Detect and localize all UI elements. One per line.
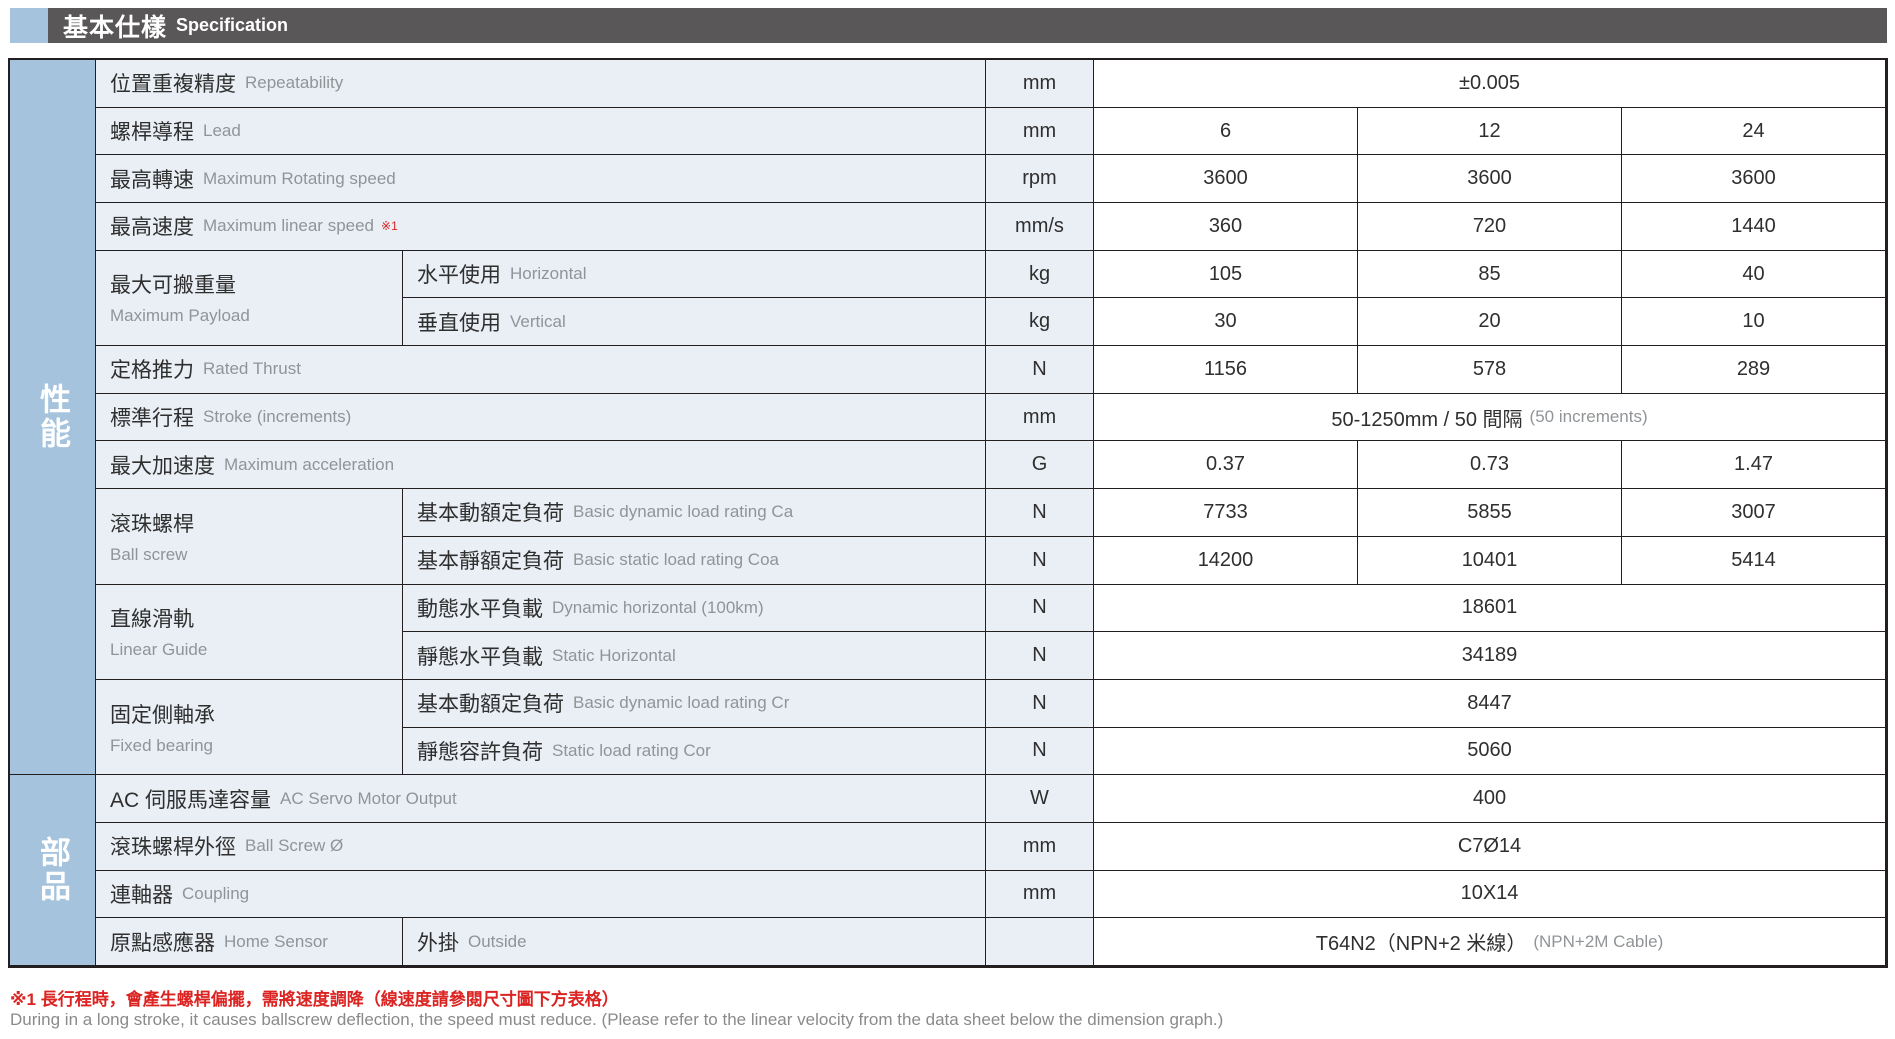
row-linear-speed-label: 最高速度 Maximum linear speed ※1	[96, 203, 986, 251]
row-lead-value-1: 6	[1094, 107, 1358, 156]
row-repeatability-unit: mm	[986, 60, 1094, 108]
row-payload-vertical-label: 垂直使用 Vertical	[403, 298, 986, 347]
row-ball-screw-static-value-1: 14200	[1094, 536, 1358, 585]
row-linear-guide-dynamic-value: 18601	[1094, 584, 1886, 633]
row-payload-horizontal-value-1: 105	[1094, 250, 1358, 299]
row-ball-screw-static-label: 基本靜額定負荷 Basic static load rating Coa	[403, 536, 986, 585]
row-payload-vertical-value-3: 10	[1622, 298, 1886, 347]
row-rotating-speed-value-2: 3600	[1358, 155, 1622, 204]
row-lead-label: 螺桿導程 Lead	[96, 107, 986, 156]
row-servo-output-unit: W	[986, 775, 1094, 823]
row-home-sensor-unit	[986, 918, 1094, 966]
row-fixed-bearing-static-unit: N	[986, 727, 1094, 776]
page-title-zh: 基本仕樣	[63, 13, 168, 42]
row-home-sensor-label: 原點感應器 Home Sensor	[96, 918, 403, 966]
row-payload-horizontal-value-3: 40	[1622, 250, 1886, 299]
row-stroke-unit: mm	[986, 393, 1094, 442]
accent-square	[10, 8, 48, 43]
row-thrust-value-1: 1156	[1094, 346, 1358, 394]
row-linear-speed-value-2: 720	[1358, 203, 1622, 251]
row-screw-diameter-label: 滾珠螺桿外徑 Ball Screw Ø	[96, 822, 986, 871]
row-acceleration-label: 最大加速度 Maximum acceleration	[96, 441, 986, 490]
row-payload-horizontal-value-2: 85	[1358, 250, 1622, 299]
section-header: 基本仕樣 Specification	[10, 8, 1887, 43]
row-lead-unit: mm	[986, 107, 1094, 156]
row-linear-speed-value-1: 360	[1094, 203, 1358, 251]
row-lead-value-2: 12	[1358, 107, 1622, 156]
row-servo-output-value: 400	[1094, 775, 1886, 823]
page-title-en: Specification	[176, 15, 289, 35]
group-ball-screw-label: 滾珠螺桿 Ball screw	[96, 489, 403, 585]
row-linear-guide-static-unit: N	[986, 632, 1094, 680]
row-thrust-value-2: 578	[1358, 346, 1622, 394]
row-acceleration-unit: G	[986, 441, 1094, 490]
row-ball-screw-static-value-3: 5414	[1622, 536, 1886, 585]
row-ball-screw-static-value-2: 10401	[1358, 536, 1622, 585]
row-rotating-speed-value-1: 3600	[1094, 155, 1358, 204]
row-thrust-unit: N	[986, 346, 1094, 394]
section-performance-label: 性能	[35, 383, 70, 452]
header-bar: 基本仕樣 Specification	[48, 8, 1887, 43]
row-fixed-bearing-dynamic-value: 8447	[1094, 679, 1886, 728]
row-rotating-speed-label: 最高轉速 Maximum Rotating speed	[96, 155, 986, 204]
row-home-sensor-value: T64N2（NPN+2 米線） (NPN+2M Cable)	[1094, 918, 1886, 966]
row-payload-vertical-value-2: 20	[1358, 298, 1622, 347]
row-acceleration-value-1: 0.37	[1094, 441, 1358, 490]
row-coupling-label: 連軸器 Coupling	[96, 870, 986, 919]
row-coupling-value: 10X14	[1094, 870, 1886, 919]
row-acceleration-value-3: 1.47	[1622, 441, 1886, 490]
row-ball-screw-static-unit: N	[986, 536, 1094, 585]
row-payload-vertical-value-1: 30	[1094, 298, 1358, 347]
group-payload-label: 最大可搬重量 Maximum Payload	[96, 250, 403, 347]
row-linear-guide-dynamic-unit: N	[986, 584, 1094, 633]
row-fixed-bearing-static-label: 靜態容許負荷 Static load rating Cor	[403, 727, 986, 776]
row-fixed-bearing-static-value: 5060	[1094, 727, 1886, 776]
row-rotating-speed-value-3: 3600	[1622, 155, 1886, 204]
section-parts-label: 部品	[35, 836, 70, 905]
section-parts: 部品	[10, 775, 96, 966]
row-linear-guide-dynamic-label: 動態水平負載 Dynamic horizontal (100km)	[403, 584, 986, 633]
row-ball-screw-dynamic-unit: N	[986, 489, 1094, 537]
footnote-marker: ※1	[381, 219, 398, 234]
row-linear-guide-static-label: 靜態水平負載 Static Horizontal	[403, 632, 986, 680]
footnote-zh: ※1 長行程時，會產生螺桿偏擺，需將速度調降（線速度請參閱尺寸圖下方表格）	[10, 990, 619, 1009]
section-performance: 性能	[10, 60, 96, 776]
row-linear-speed-unit: mm/s	[986, 203, 1094, 251]
row-rotating-speed-unit: rpm	[986, 155, 1094, 204]
row-thrust-label: 定格推力 Rated Thrust	[96, 346, 986, 394]
row-screw-diameter-value: C7Ø14	[1094, 822, 1886, 871]
row-screw-diameter-unit: mm	[986, 822, 1094, 871]
row-ball-screw-dynamic-value-2: 5855	[1358, 489, 1622, 537]
row-coupling-unit: mm	[986, 870, 1094, 919]
group-fixed-bearing-label: 固定側軸承 Fixed bearing	[96, 679, 403, 776]
row-fixed-bearing-dynamic-unit: N	[986, 679, 1094, 728]
row-stroke-label: 標準行程 Stroke (increments)	[96, 393, 986, 442]
row-linear-speed-value-3: 1440	[1622, 203, 1886, 251]
row-payload-vertical-unit: kg	[986, 298, 1094, 347]
specification-table: 性能 部品 位置重複精度 Repeatability mm ±0.005 螺桿導程…	[8, 58, 1888, 968]
row-stroke-value: 50-1250mm / 50 間隔 (50 increments)	[1094, 393, 1886, 442]
row-linear-guide-static-value: 34189	[1094, 632, 1886, 680]
row-ball-screw-dynamic-value-3: 3007	[1622, 489, 1886, 537]
row-thrust-value-3: 289	[1622, 346, 1886, 394]
row-repeatability-label: 位置重複精度 Repeatability	[96, 60, 986, 108]
row-fixed-bearing-dynamic-label: 基本動額定負荷 Basic dynamic load rating Cr	[403, 679, 986, 728]
row-payload-horizontal-unit: kg	[986, 250, 1094, 299]
row-servo-output-label: AC 伺服馬達容量 AC Servo Motor Output	[96, 775, 986, 823]
row-acceleration-value-2: 0.73	[1358, 441, 1622, 490]
row-home-sensor-mount-label: 外掛 Outside	[403, 918, 986, 966]
row-repeatability-value: ±0.005	[1094, 60, 1886, 108]
row-lead-value-3: 24	[1622, 107, 1886, 156]
row-ball-screw-dynamic-value-1: 7733	[1094, 489, 1358, 537]
row-payload-horizontal-label: 水平使用 Horizontal	[403, 250, 986, 299]
footnote-en: During in a long stroke, it causes balls…	[10, 1010, 1224, 1029]
row-ball-screw-dynamic-label: 基本動額定負荷 Basic dynamic load rating Ca	[403, 489, 986, 537]
group-linear-guide-label: 直線滑軌 Linear Guide	[96, 584, 403, 680]
